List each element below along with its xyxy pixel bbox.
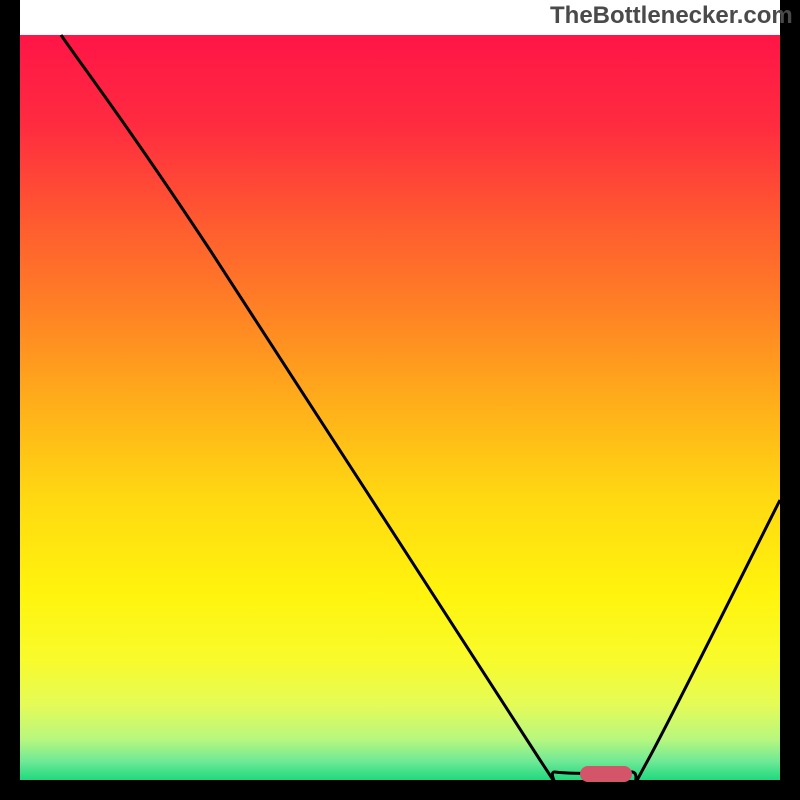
optimum-marker [0,0,800,800]
chart-frame: TheBottlenecker.com [0,0,800,800]
